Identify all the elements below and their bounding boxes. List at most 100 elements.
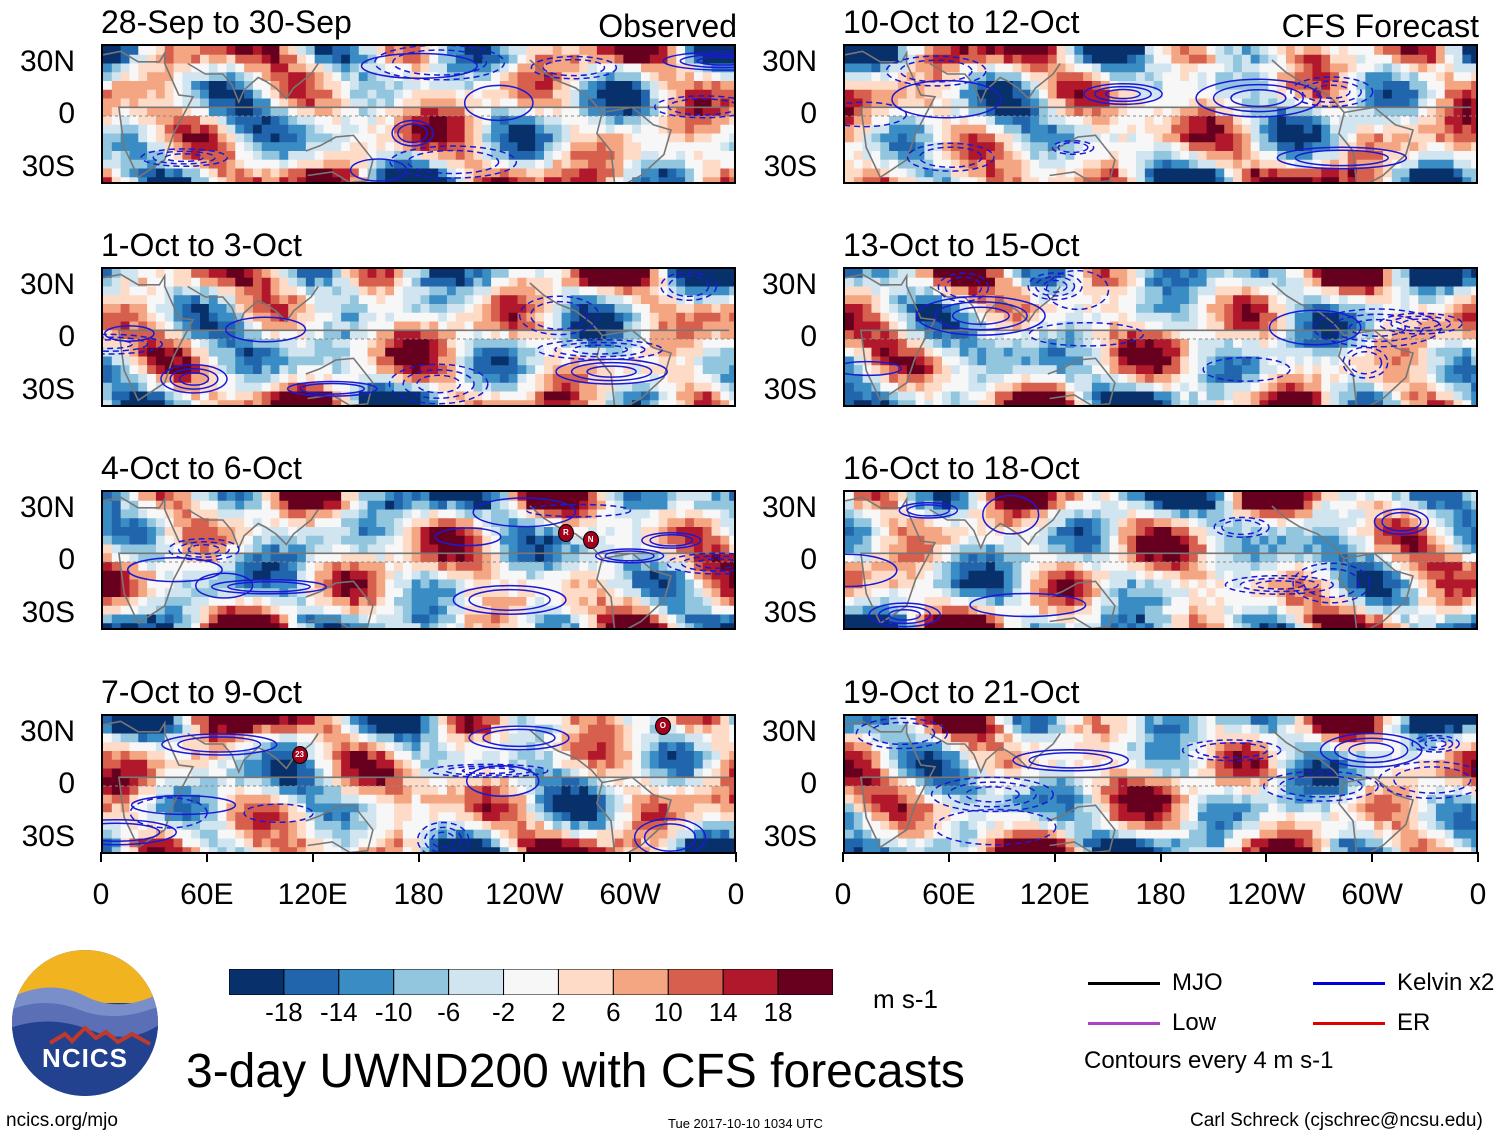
wind-cell — [341, 597, 351, 607]
wind-cell — [473, 168, 483, 178]
wind-cell — [226, 98, 236, 108]
wind-cell — [226, 847, 236, 852]
wind-cell — [526, 391, 536, 401]
coastline — [103, 273, 730, 402]
wind-cell — [499, 54, 510, 65]
wind-cell — [138, 518, 148, 528]
wind-cell — [482, 159, 492, 170]
wind-cell — [182, 724, 192, 735]
wind-cell — [429, 124, 439, 135]
wind-cell — [332, 716, 342, 726]
wind-cell — [543, 614, 554, 624]
wind-cell — [499, 588, 510, 598]
wind-cell — [1100, 54, 1111, 65]
wind-cell — [711, 312, 721, 323]
wind-cell — [358, 733, 369, 743]
wind-cell — [526, 614, 536, 624]
wind-cell — [561, 72, 572, 82]
wind-cell — [358, 374, 369, 384]
wind-cell — [685, 597, 695, 607]
wind-cell — [667, 605, 677, 616]
wind-cell — [173, 838, 183, 848]
wind-cell — [543, 588, 554, 598]
wind-cell — [906, 46, 917, 56]
wind-cell — [491, 623, 501, 628]
wind-cell — [711, 518, 721, 528]
wind-cell — [429, 812, 439, 822]
wind-cell — [588, 838, 598, 848]
wind-cell — [261, 400, 272, 405]
wind-cell — [693, 847, 704, 852]
wind-cell — [1250, 63, 1261, 73]
wind-cell — [499, 46, 510, 56]
wind-cell — [720, 98, 730, 108]
wind-cell — [676, 724, 686, 735]
wind-cell — [305, 829, 316, 840]
wind-cell — [261, 177, 272, 182]
wind-cell — [261, 133, 272, 143]
wind-cell — [720, 751, 730, 761]
wind-cell — [446, 716, 457, 726]
wind-cell — [605, 107, 616, 117]
wind-cell — [244, 518, 254, 528]
wind-cell — [191, 54, 201, 65]
wind-cell — [667, 168, 677, 178]
wind-cell — [226, 304, 236, 314]
wind-cell — [517, 570, 527, 581]
wind-cell — [482, 107, 492, 117]
wind-cell — [508, 535, 519, 546]
wind-cell — [1030, 46, 1040, 56]
wind-cell — [182, 89, 192, 100]
wind-cell — [640, 777, 651, 787]
wind-cell — [508, 803, 519, 813]
wind-cell — [711, 605, 721, 616]
wind-cell — [658, 570, 669, 581]
wind-cell — [411, 142, 422, 152]
wind-cell — [226, 588, 236, 598]
wind-cell — [323, 124, 333, 135]
wind-cell — [314, 535, 325, 546]
wind-cell — [455, 142, 466, 152]
wind-cell — [543, 177, 554, 182]
wind-cell — [508, 63, 519, 73]
wind-cell — [420, 777, 430, 787]
wind-cell — [182, 527, 192, 537]
wind-cell — [535, 382, 545, 393]
wind-cell — [279, 89, 289, 100]
wind-cell — [455, 492, 466, 502]
wind-cell — [632, 588, 642, 598]
wind-cell — [950, 54, 961, 65]
wind-cell — [473, 803, 483, 813]
wind-cell — [367, 391, 377, 401]
wind-cell — [200, 54, 210, 65]
wind-cell — [588, 562, 598, 572]
wind-cell — [252, 133, 263, 143]
wind-cell — [305, 794, 316, 805]
kelvin-contour — [468, 725, 570, 751]
wind-cell — [120, 751, 131, 761]
wind-cell — [526, 124, 536, 135]
wind-cell — [632, 812, 642, 822]
wind-cell — [332, 356, 342, 366]
wind-cell — [252, 356, 263, 366]
wind-cell — [226, 151, 236, 161]
wind-cell — [261, 124, 272, 135]
wind-cell — [244, 716, 254, 726]
wind-cell — [235, 81, 245, 91]
wind-cell — [676, 742, 686, 752]
wind-cell — [693, 716, 704, 726]
wind-cell — [288, 133, 298, 143]
wind-cell — [191, 72, 201, 82]
wind-cell — [323, 133, 333, 143]
wind-cell — [332, 518, 342, 528]
wind-cell — [429, 286, 439, 296]
wind-cell — [411, 400, 422, 405]
wind-cell — [376, 98, 386, 108]
wind-cell — [535, 374, 545, 384]
wind-cell — [685, 347, 695, 358]
wind-cell — [341, 829, 351, 840]
wind-cell — [711, 72, 721, 82]
wind-cell — [279, 742, 289, 752]
wind-cell — [244, 535, 254, 546]
wind-cell — [182, 347, 192, 358]
